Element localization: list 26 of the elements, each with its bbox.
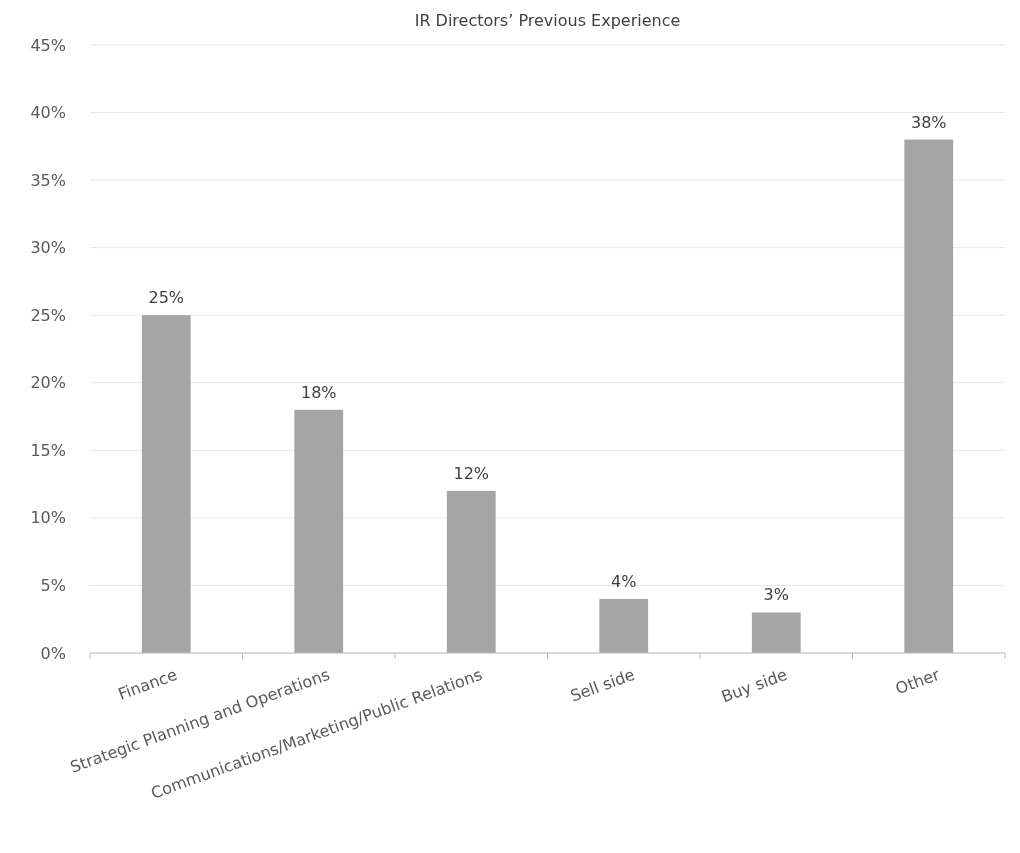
- bar: [141, 315, 191, 653]
- data-label: 25%: [148, 288, 185, 308]
- chart-title: IR Directors’ Previous Experience: [414, 11, 681, 30]
- bar: [446, 490, 496, 653]
- x-tick-label: Other: [892, 664, 943, 699]
- x-tick-label: Buy side: [718, 664, 790, 707]
- y-tick-label: 35%: [30, 170, 66, 190]
- y-tick-label: 45%: [30, 35, 66, 55]
- y-tick-label: 5%: [40, 576, 66, 596]
- data-label: 18%: [300, 382, 337, 402]
- bar: [294, 409, 344, 653]
- y-tick-label: 30%: [30, 238, 66, 258]
- y-tick-label: 10%: [30, 508, 66, 528]
- data-label: 4%: [611, 571, 637, 591]
- y-tick-label: 0%: [40, 643, 66, 663]
- y-tick-label: 20%: [30, 373, 66, 393]
- y-tick-label: 25%: [30, 305, 66, 325]
- y-tick-label: 15%: [30, 440, 66, 460]
- data-label: 12%: [453, 463, 490, 483]
- data-label: 38%: [910, 112, 947, 132]
- x-tick-label: Sell side: [567, 664, 638, 706]
- bar: [599, 598, 649, 653]
- bar: [904, 139, 954, 653]
- bar: [751, 612, 801, 653]
- y-tick-label: 40%: [30, 103, 66, 123]
- data-label: 3%: [763, 585, 789, 605]
